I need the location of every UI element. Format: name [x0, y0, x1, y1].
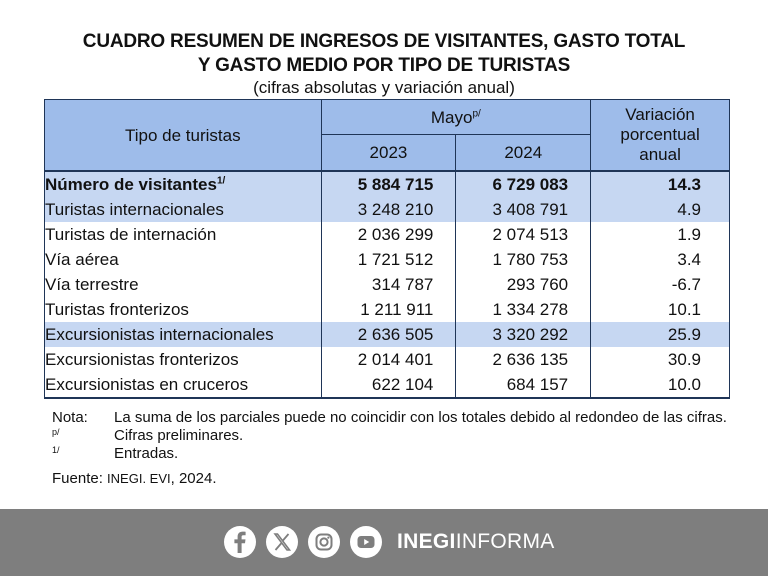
header-year-2024: 2024 [455, 134, 592, 172]
cell-2023: 5 884 715 [320, 170, 456, 197]
cell-variacion: 3.4 [590, 247, 730, 272]
cell-2023: 622 104 [320, 372, 456, 399]
cell-variacion: 25.9 [590, 322, 730, 347]
row-label: Excursionistas internacionales [44, 322, 322, 347]
cell-2024: 1 334 278 [455, 297, 591, 322]
summary-table: Tipo de turistas Mayop/ Variación porcen… [44, 99, 730, 399]
table-row: Excursionistas internacionales 2 636 505… [44, 322, 730, 347]
cell-variacion: 1.9 [590, 222, 730, 247]
row-label: Excursionistas fronterizos [44, 347, 322, 372]
note-text: La suma de los parciales puede no coinci… [114, 409, 727, 426]
table-row: Vía terrestre 314 787 293 760 -6.7 [44, 272, 730, 297]
note-text: Entradas. [114, 445, 179, 462]
row-label: Turistas fronterizos [44, 297, 322, 322]
table-row: Turistas fronterizos 1 211 911 1 334 278… [44, 297, 730, 322]
header-tipo: Tipo de turistas [44, 99, 322, 172]
footer-bar: INEGIINFORMA [0, 509, 768, 576]
cell-2024: 1 780 753 [455, 247, 591, 272]
cell-variacion: 4.9 [590, 197, 730, 222]
x-icon[interactable] [266, 526, 298, 558]
cell-variacion: -6.7 [590, 272, 730, 297]
title-line-1: CUADRO RESUMEN DE INGRESOS DE VISITANTES… [82, 31, 686, 52]
cell-variacion: 10.1 [590, 297, 730, 322]
cell-2024: 2 636 135 [455, 347, 591, 372]
cell-2024: 3 408 791 [455, 197, 591, 222]
cell-variacion: 14.3 [590, 170, 730, 197]
source-name: INEGI. EVI [107, 471, 171, 486]
subtitle: (cifras absolutas y variación anual) [253, 78, 515, 97]
note-key: 1/ [52, 445, 60, 455]
header-variacion: Variación porcentual anual [590, 99, 730, 172]
cell-2024: 293 760 [455, 272, 591, 297]
title-line-2: Y GASTO MEDIO POR TIPO DE TURISTAS [197, 55, 571, 76]
row-label: Vía aérea [44, 247, 322, 272]
table-row: Turistas de internación 2 036 299 2 074 … [44, 222, 730, 247]
source-year: , 2024. [170, 470, 217, 487]
cell-variacion: 30.9 [590, 347, 730, 372]
cell-2023: 2 014 401 [320, 347, 456, 372]
row-label: Excursionistas en cruceros [44, 372, 322, 399]
cell-2024: 684 157 [455, 372, 591, 399]
row-label: Número de visitantes1/ [44, 170, 322, 197]
cell-2023: 314 787 [320, 272, 456, 297]
table-row: Número de visitantes1/ 5 884 715 6 729 0… [44, 170, 730, 197]
table-row: Excursionistas fronterizos 2 014 401 2 6… [44, 347, 730, 372]
cell-2024: 2 074 513 [455, 222, 591, 247]
inegi-informa-logo: INEGIINFORMA [397, 530, 555, 553]
source-note: Fuente: INEGI. EVI, 2024. [52, 470, 217, 487]
cell-2023: 2 036 299 [320, 222, 456, 247]
note-text: Cifras preliminares. [114, 427, 244, 444]
note-key: Nota: [52, 409, 88, 426]
header-year-2023: 2023 [320, 134, 457, 172]
cell-2024: 3 320 292 [455, 322, 591, 347]
source-key: Fuente: [52, 470, 103, 487]
table-row: Turistas internacionales 3 248 210 3 408… [44, 197, 730, 222]
row-label: Vía terrestre [44, 272, 322, 297]
note-key: p/ [52, 427, 60, 437]
row-label: Turistas de internación [44, 222, 322, 247]
instagram-icon[interactable] [308, 526, 340, 558]
cell-2023: 2 636 505 [320, 322, 456, 347]
header-mayo: Mayop/ [320, 99, 592, 135]
cell-2023: 1 721 512 [320, 247, 456, 272]
table-row: Excursionistas en cruceros 622 104 684 1… [44, 372, 730, 399]
cell-2023: 3 248 210 [320, 197, 456, 222]
cell-2023: 1 211 911 [320, 297, 456, 322]
youtube-icon[interactable] [350, 526, 382, 558]
cell-variacion: 10.0 [590, 372, 730, 399]
cell-2024: 6 729 083 [455, 170, 591, 197]
row-label: Turistas internacionales [44, 197, 322, 222]
table-row: Vía aérea 1 721 512 1 780 753 3.4 [44, 247, 730, 272]
facebook-icon[interactable] [224, 526, 256, 558]
